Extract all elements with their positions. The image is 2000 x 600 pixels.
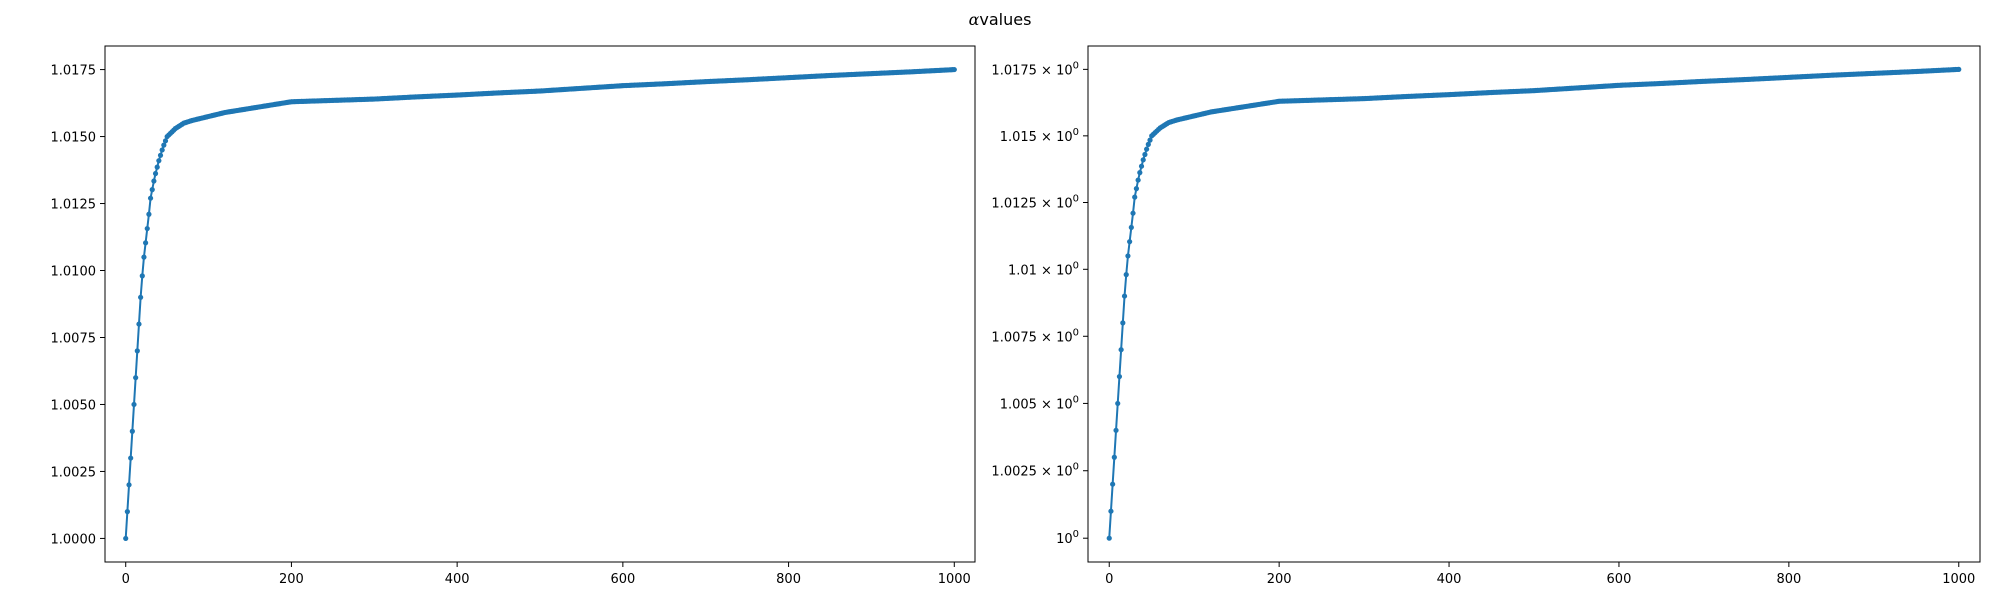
data-point (128, 455, 134, 461)
data-point (1127, 239, 1133, 245)
axes-frame (1087, 45, 1981, 563)
data-point (1128, 224, 1134, 231)
data-point (1132, 194, 1138, 200)
data-point (144, 225, 150, 232)
data-point (123, 535, 129, 542)
x-tick-label: 400 (445, 572, 470, 587)
x-tick-label: 0 (122, 572, 130, 587)
x-tick-label: 800 (1776, 572, 1801, 587)
x-tick-label: 400 (1437, 572, 1462, 587)
data-point (134, 348, 140, 354)
x-tick-label: 800 (776, 572, 801, 587)
y-tick-label: 1.0125 × 100 (991, 193, 1079, 211)
data-point (146, 211, 152, 217)
data-point (152, 170, 159, 177)
data-point (1111, 454, 1117, 460)
data-point (139, 273, 145, 279)
figure-title-text: values (979, 10, 1032, 29)
data-point (147, 195, 154, 201)
y-tick-label: 1.0075 × 100 (991, 327, 1079, 345)
series-line (1108, 68, 1959, 539)
data-point (1106, 535, 1112, 541)
data-point (1115, 400, 1121, 407)
data-point (1113, 427, 1119, 433)
data-point (159, 147, 165, 153)
data-point (951, 66, 957, 73)
axes-frame (104, 45, 976, 563)
data-point (1125, 253, 1131, 259)
x-tick-label: 200 (1267, 572, 1292, 587)
figure-title-symbol: α (968, 10, 980, 29)
y-tick-label: 1.0000 (51, 532, 97, 547)
data-point (1121, 293, 1128, 299)
data-point (124, 509, 130, 515)
x-tick-label: 1000 (938, 572, 971, 587)
data-point (1110, 481, 1116, 487)
data-point (129, 428, 135, 434)
data-point (1137, 170, 1143, 176)
x-tick-label: 600 (610, 572, 635, 587)
y-tick-label: 1.0100 (51, 265, 97, 280)
y-tick-label: 1.0150 (51, 131, 97, 146)
data-point (1144, 146, 1150, 152)
data-point (126, 482, 132, 488)
x-tick-label: 1000 (1942, 572, 1975, 587)
series-markers (1106, 66, 1962, 541)
data-point (1145, 141, 1151, 147)
data-point (151, 178, 157, 184)
figure-title: αvalues (0, 10, 2000, 29)
data-point (1120, 320, 1126, 326)
data-point (1140, 157, 1146, 163)
y-tick-label: 1.0025 (51, 465, 97, 480)
y-tick-label: 1.0175 (51, 64, 97, 79)
data-point (1118, 347, 1124, 353)
y-tick-label: 1.0025 × 100 (991, 462, 1079, 480)
data-point (143, 240, 149, 246)
data-point (1956, 66, 1962, 72)
data-point (162, 138, 169, 144)
data-point (156, 158, 162, 164)
data-point (1135, 177, 1141, 183)
data-point (1116, 373, 1123, 380)
data-point (1108, 508, 1114, 514)
x-tick-label: 600 (1607, 572, 1632, 587)
y-tick-label: 1.0050 (51, 398, 97, 413)
data-point (138, 294, 144, 300)
y-tick-label: 100 (1056, 529, 1079, 547)
data-point (161, 142, 167, 148)
data-point (133, 375, 139, 381)
x-tick-label: 0 (1105, 572, 1113, 587)
data-point (1142, 151, 1148, 158)
data-point (136, 321, 142, 327)
y-tick-label: 1.0175 × 100 (991, 60, 1079, 78)
data-point (154, 164, 160, 170)
data-point (157, 152, 164, 158)
x-tick-label: 200 (279, 572, 304, 587)
y-tick-label: 1.01 × 100 (1008, 260, 1079, 278)
y-tick-label: 1.005 × 100 (1000, 394, 1079, 412)
data-point (149, 187, 155, 193)
y-tick-label: 1.0125 (51, 198, 97, 213)
data-point (1147, 137, 1153, 143)
data-point (1133, 186, 1140, 192)
series-markers (123, 66, 957, 542)
data-point (141, 254, 147, 260)
data-point (1138, 163, 1145, 169)
data-point (1130, 210, 1136, 216)
data-point (1123, 272, 1129, 278)
y-tick-label: 1.015 × 100 (1000, 127, 1079, 145)
y-tick-label: 1.0075 (51, 331, 97, 346)
data-point (131, 401, 137, 408)
